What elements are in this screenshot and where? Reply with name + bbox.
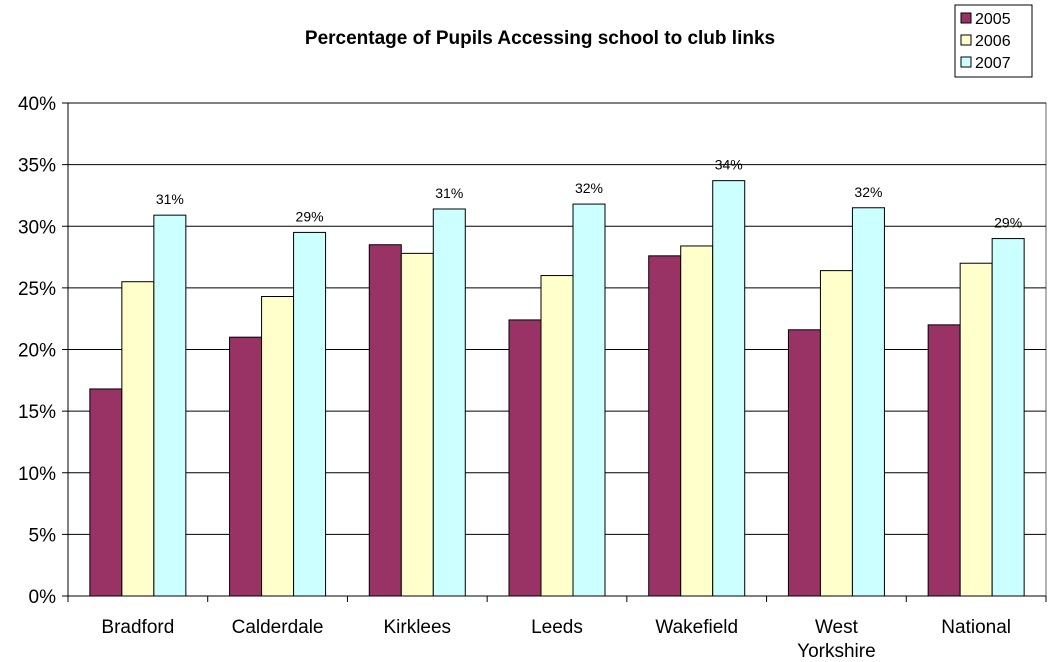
x-tick-label: West xyxy=(815,617,859,638)
y-tick-label: 35% xyxy=(18,156,56,177)
axes xyxy=(62,102,1047,602)
bar-2007-leeds xyxy=(572,203,606,597)
legend-label: 2007 xyxy=(975,55,1011,72)
data-label: 32% xyxy=(575,180,603,196)
data-label: 29% xyxy=(296,208,324,224)
bar-2005-west-yorkshire xyxy=(787,329,821,597)
bar-2007-bradford xyxy=(153,214,187,597)
y-tick-label: 20% xyxy=(18,341,56,362)
bar-2005-national xyxy=(927,324,961,597)
y-tick-label: 10% xyxy=(18,464,56,485)
labels: 0% 5% 10% 15% 20% 25% 30% 35% 40% 31% Bradford 29% C… xyxy=(18,94,1022,662)
x-tick-label: Calderdale xyxy=(232,617,324,638)
x-tick-label: Wakefield xyxy=(655,617,738,638)
bar-2007-wakefield xyxy=(712,180,746,597)
bar-2006-calderdale xyxy=(261,296,295,597)
bar-2006-west-yorkshire xyxy=(819,270,853,597)
bar-2007-kirklees xyxy=(432,208,466,597)
x-tick-label: Yorkshire xyxy=(797,641,876,662)
x-tick-label: Leeds xyxy=(531,617,583,638)
bar-2006-bradford xyxy=(121,281,155,597)
bar-2005-kirklees xyxy=(368,244,402,597)
y-tick-label: 25% xyxy=(18,279,56,300)
bar-2005-bradford xyxy=(89,388,123,597)
legend-swatch xyxy=(960,12,972,24)
data-label: 31% xyxy=(435,185,463,201)
bar-2007-calderdale xyxy=(293,231,327,597)
data-label: 29% xyxy=(994,215,1022,231)
legend-label: 2005 xyxy=(975,11,1011,28)
bar-2006-national xyxy=(959,262,993,597)
x-tick-label: Bradford xyxy=(101,617,174,638)
bar-2007-national xyxy=(991,238,1025,597)
data-label: 34% xyxy=(715,157,743,173)
chart-title: Percentage of Pupils Accessing school to… xyxy=(305,28,775,49)
bar-2005-wakefield xyxy=(648,255,682,597)
data-label: 32% xyxy=(854,184,882,200)
y-tick-label: 40% xyxy=(18,94,56,115)
bar-2006-kirklees xyxy=(400,252,434,597)
legend-swatch xyxy=(960,34,972,46)
bars xyxy=(89,180,1025,597)
legend-label: 2006 xyxy=(975,33,1011,50)
y-tick-label: 5% xyxy=(29,525,57,546)
bar-2005-leeds xyxy=(508,319,542,597)
y-tick-label: 30% xyxy=(18,217,56,238)
bar-2005-calderdale xyxy=(229,336,263,597)
x-tick-label: Kirklees xyxy=(383,617,451,638)
legend: 2005 2006 2007 xyxy=(954,4,1033,78)
x-tick-label: National xyxy=(941,617,1011,638)
bar-2006-wakefield xyxy=(680,245,714,597)
data-label: 31% xyxy=(156,191,184,207)
y-tick-label: 0% xyxy=(29,587,57,608)
bar-2007-west-yorkshire xyxy=(851,207,885,597)
bar-2006-leeds xyxy=(540,275,574,597)
plot-area-border xyxy=(67,102,1047,597)
y-tick-label: 15% xyxy=(18,402,56,423)
legend-swatch xyxy=(960,56,972,68)
